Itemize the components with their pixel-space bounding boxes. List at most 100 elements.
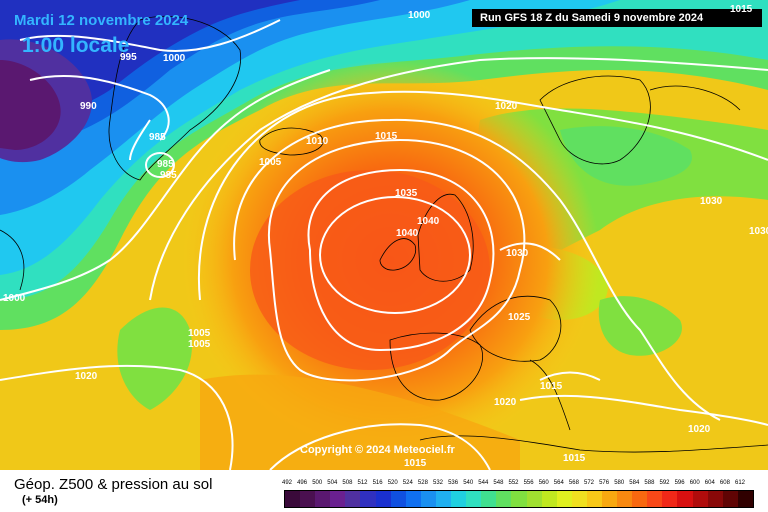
- scale-swatch: [466, 491, 482, 507]
- scale-swatch: [435, 491, 452, 507]
- scale-label: 596: [674, 480, 685, 486]
- scale-swatch: [496, 491, 512, 507]
- scale-swatch: [300, 491, 316, 507]
- scale-swatch: [420, 491, 436, 507]
- scale-label: 500: [312, 480, 323, 486]
- scale-label: 540: [463, 480, 474, 486]
- scale-swatch: [405, 491, 421, 507]
- scale-label: 612: [735, 480, 746, 486]
- isobar-label: 1025: [508, 312, 531, 323]
- isobar-label: 985: [157, 159, 174, 170]
- scale-label: 508: [342, 480, 353, 486]
- scale-swatch: [390, 491, 406, 507]
- isobar-label: 1010: [306, 136, 329, 147]
- scale-label: 564: [553, 480, 564, 486]
- isobar-label: 1020: [688, 424, 711, 435]
- scale-swatch: [632, 491, 648, 507]
- isobar-label: 985: [149, 132, 166, 143]
- scale-label: 528: [417, 480, 428, 486]
- isobar-label: 1000: [3, 293, 26, 304]
- scale-label: 576: [599, 480, 610, 486]
- scale-swatch: [571, 491, 587, 507]
- scale-label: 568: [568, 480, 579, 486]
- isobars: [0, 19, 768, 470]
- scale-label: 608: [719, 480, 730, 486]
- scale-swatch: [617, 491, 633, 507]
- scale-label: 548: [493, 480, 504, 486]
- scale-swatch: [330, 491, 346, 507]
- scale-label: 496: [297, 480, 308, 486]
- color-scale-bar: [284, 490, 754, 508]
- isobar-label: 1020: [494, 397, 517, 408]
- scale-swatch: [315, 491, 331, 507]
- scale-label: 572: [584, 480, 595, 486]
- scale-label: 516: [372, 480, 383, 486]
- isobar-label: 995: [120, 52, 137, 63]
- isobar-label: 990: [80, 101, 97, 112]
- scale-label: 524: [402, 480, 413, 486]
- scale-swatch: [360, 491, 376, 507]
- isobar-label: 1035: [395, 188, 418, 199]
- scale-label: 584: [629, 480, 640, 486]
- scale-swatch: [737, 491, 753, 507]
- scale-label: 520: [387, 480, 398, 486]
- isobar-label: 1015: [375, 131, 398, 142]
- run-info-banner: Run GFS 18 Z du Samedi 9 novembre 2024: [472, 9, 762, 27]
- scale-swatch: [451, 491, 467, 507]
- scale-label: 552: [508, 480, 519, 486]
- scale-swatch: [481, 491, 497, 507]
- isobar-label: 1030: [700, 196, 723, 207]
- scale-label: 544: [478, 480, 489, 486]
- scale-swatch: [556, 491, 572, 507]
- coastlines: [0, 15, 768, 453]
- isobar-label: 1005: [259, 157, 282, 168]
- scale-label: 556: [523, 480, 534, 486]
- isobar-label: 1015: [540, 381, 563, 392]
- isobar-label: 1015: [730, 4, 753, 15]
- scale-swatch: [345, 491, 361, 507]
- scale-swatch: [662, 491, 678, 507]
- scale-label: 492: [282, 480, 293, 486]
- scale-label: 580: [614, 480, 625, 486]
- geopotential-map: [0, 0, 768, 470]
- scale-label: 588: [644, 480, 655, 486]
- field-title: Géop. Z500 & pression au sol: [14, 476, 213, 493]
- isobar-label: 1000: [163, 53, 186, 64]
- footer-legend: Géop. Z500 & pression au sol (+ 54h) 492…: [0, 470, 768, 512]
- isobar-label: 1005: [188, 339, 211, 350]
- isobar-label: 1030: [749, 226, 768, 237]
- isobar-label: 1040: [417, 216, 440, 227]
- scale-label: 532: [433, 480, 444, 486]
- isobar-label: 1015: [404, 458, 427, 469]
- isobar-label: 1030: [506, 248, 529, 259]
- forecast-offset: (+ 54h): [22, 494, 58, 506]
- scale-swatch: [586, 491, 602, 507]
- scale-swatch: [375, 491, 391, 507]
- color-scale-labels: 492 496 500 504 508 512 516 520 524 528 532 536 540 5…: [282, 480, 752, 490]
- scale-swatch: [511, 491, 527, 507]
- isobar-label: 1040: [396, 228, 419, 239]
- local-time: 1:00 locale: [22, 34, 130, 57]
- scale-label: 600: [689, 480, 700, 486]
- scale-swatch: [722, 491, 738, 507]
- map-area: Mardi 12 novembre 2024 1:00 locale Run G…: [0, 0, 768, 470]
- scale-swatch: [692, 491, 708, 507]
- scale-label: 604: [704, 480, 715, 486]
- forecast-date: Mardi 12 novembre 2024: [14, 12, 189, 29]
- scale-label: 560: [538, 480, 549, 486]
- scale-swatch: [601, 491, 618, 507]
- isobar-label: 1005: [188, 328, 211, 339]
- isobar-label: 1015: [563, 453, 586, 464]
- isobar-label: 1020: [75, 371, 98, 382]
- scale-label: 504: [327, 480, 338, 486]
- scale-label: 512: [357, 480, 368, 486]
- scale-label: 592: [659, 480, 670, 486]
- scale-swatch: [707, 491, 723, 507]
- scale-label: 536: [448, 480, 459, 486]
- scale-swatch: [647, 491, 663, 507]
- scale-swatch: [677, 491, 693, 507]
- scale-swatch: [285, 491, 301, 507]
- scale-swatch: [526, 491, 542, 507]
- isobar-label: 1000: [408, 10, 431, 21]
